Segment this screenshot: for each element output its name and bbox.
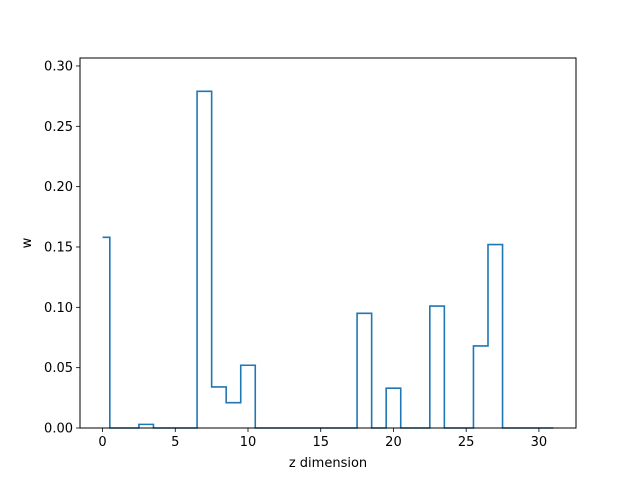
plot-frame [79,57,577,429]
x-tick-label: 15 [312,435,329,450]
x-axis: 0 5 10 15 20 25 30 [98,428,547,450]
y-tick-label: 0.25 [44,120,73,135]
x-tick-label: 10 [240,435,257,450]
y-axis-label: w [20,237,35,248]
y-tick-label: 0.05 [44,361,73,376]
y-tick-label: 0.00 [44,422,73,437]
x-tick-label: 25 [458,435,475,450]
y-tick-label: 0.10 [44,301,73,316]
x-tick-label: 30 [531,435,548,450]
x-tick-label: 5 [171,435,179,450]
y-tick-label: 0.15 [44,240,73,255]
x-tick-label: 0 [98,435,106,450]
y-axis: 0.00 0.05 0.10 0.15 0.20 0.25 0.30 [44,59,80,437]
y-tick-label: 0.30 [44,59,73,74]
plot-area [80,58,576,428]
x-tick-label: 20 [385,435,402,450]
y-tick-label: 0.20 [44,180,73,195]
x-axis-label: z dimension [289,456,367,471]
